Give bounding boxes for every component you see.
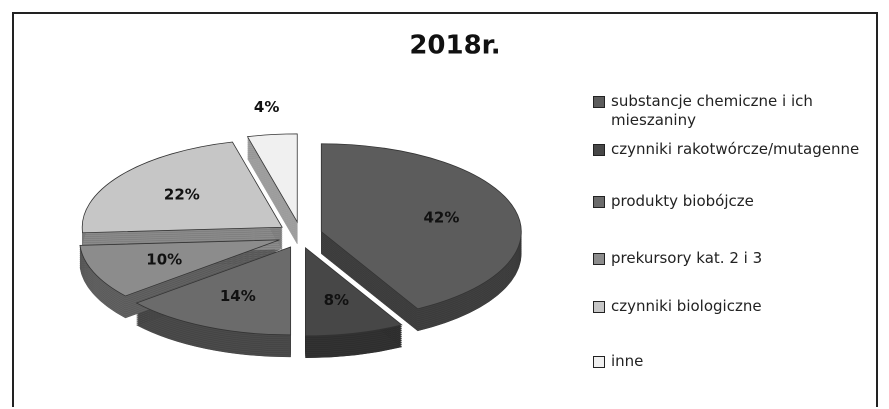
legend-label: czynniki rakotwórcze/mutagenne xyxy=(611,140,860,158)
legend-swatch xyxy=(593,196,605,208)
legend-item: substancje chemiczne i ich mieszaniny xyxy=(593,92,873,130)
data-label: 14% xyxy=(220,287,256,305)
legend-swatch xyxy=(593,144,605,156)
slice xyxy=(81,141,283,234)
slice xyxy=(79,239,280,297)
legend-item: czynniki rakotwórcze/mutagenne xyxy=(593,140,873,159)
data-label: 4% xyxy=(254,98,279,116)
legend-item: prekursory kat. 2 i 3 xyxy=(593,249,873,268)
chart-title: 2018r. xyxy=(409,31,500,61)
legend-swatch xyxy=(593,356,605,368)
slice xyxy=(135,246,292,336)
legend-label: substancje chemiczne i ich mieszaniny xyxy=(611,92,813,129)
legend-label: czynniki biologiczne xyxy=(611,297,762,315)
legend-item: inne xyxy=(593,352,873,371)
legend-label: inne xyxy=(611,352,644,370)
slice xyxy=(246,133,298,224)
data-label: 22% xyxy=(164,186,200,204)
slice xyxy=(305,246,403,337)
legend-swatch xyxy=(593,301,605,313)
legend-label: produkty biobójcze xyxy=(611,192,754,210)
data-label: 8% xyxy=(324,291,349,309)
legend-item: czynniki biologiczne xyxy=(593,297,873,316)
slice xyxy=(320,143,522,310)
legend-swatch xyxy=(593,96,605,108)
data-label: 10% xyxy=(146,250,182,268)
chart-frame xyxy=(12,12,878,407)
legend-label: prekursory kat. 2 i 3 xyxy=(611,249,763,267)
legend-swatch xyxy=(593,253,605,265)
legend-item: produkty biobójcze xyxy=(593,192,873,211)
data-label: 42% xyxy=(423,209,459,227)
